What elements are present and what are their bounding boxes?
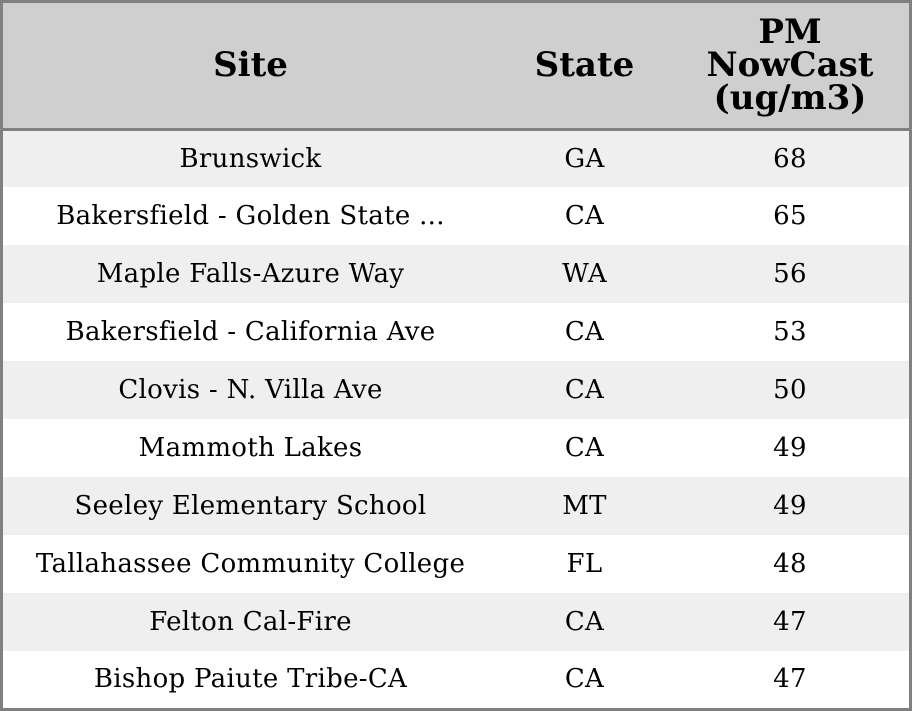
table-row: Seeley Elementary School MT 49 — [3, 477, 909, 535]
cell-pm: 49 — [773, 491, 807, 521]
cell-state: CA — [564, 375, 605, 405]
cell-pm: 68 — [773, 143, 807, 174]
table-row: Bishop Paiute Tribe-CA CA 47 — [3, 651, 909, 707]
cell-pm: 47 — [773, 664, 807, 694]
cell-state: CA — [564, 607, 605, 637]
cell-state: CA — [564, 433, 605, 463]
cell-site: Brunswick — [179, 143, 322, 174]
pm-nowcast-table: Site State PM NowCast (ug/m3) Brunswick … — [3, 3, 909, 707]
cell-site: Bishop Paiute Tribe-CA — [93, 664, 408, 694]
column-header-pm-line-2: NowCast — [706, 44, 874, 85]
cell-pm: 50 — [773, 375, 807, 405]
cell-state: FL — [566, 549, 603, 579]
header-row: Site State PM NowCast (ug/m3) — [3, 3, 909, 131]
cell-state: WA — [562, 259, 607, 289]
cell-site: Bakersfield - California Ave — [65, 317, 436, 347]
table-row: Clovis - N. Villa Ave CA 50 — [3, 361, 909, 419]
cell-pm: 53 — [773, 317, 807, 347]
table-header: Site State PM NowCast (ug/m3) — [3, 3, 909, 131]
cell-pm: 47 — [773, 607, 807, 637]
cell-state: GA — [564, 143, 605, 174]
cell-site: Bakersfield - Golden State ... — [56, 201, 445, 231]
cell-pm: 56 — [773, 259, 807, 289]
cell-state: CA — [564, 201, 605, 231]
table-row: Bakersfield - Golden State ... CA 65 — [3, 187, 909, 245]
table-row: Felton Cal-Fire CA 47 — [3, 593, 909, 651]
column-header-pm-line-3: (ug/m3) — [713, 77, 867, 118]
column-header-state: State — [498, 3, 671, 131]
cell-site: Mammoth Lakes — [138, 433, 363, 463]
cell-state: CA — [564, 664, 605, 694]
table-row: Brunswick GA 68 — [3, 129, 909, 187]
table-row: Bakersfield - California Ave CA 53 — [3, 303, 909, 361]
cell-site: Felton Cal-Fire — [149, 607, 352, 637]
cell-pm: 65 — [773, 201, 807, 231]
table-row: Maple Falls-Azure Way WA 56 — [3, 245, 909, 303]
cell-site: Maple Falls-Azure Way — [96, 259, 405, 289]
table-row: Tallahassee Community College FL 48 — [3, 535, 909, 593]
cell-site: Seeley Elementary School — [74, 491, 427, 521]
cell-state: MT — [562, 491, 607, 521]
cell-site: Tallahassee Community College — [35, 549, 466, 579]
column-header-pm-nowcast: PM NowCast (ug/m3) — [671, 3, 909, 131]
cell-site: Clovis - N. Villa Ave — [118, 375, 383, 405]
cell-pm: 49 — [773, 433, 807, 463]
column-header-site: Site — [3, 3, 498, 131]
cell-state: CA — [564, 317, 605, 347]
cell-pm: 48 — [773, 549, 807, 579]
table-row: Mammoth Lakes CA 49 — [3, 419, 909, 477]
table-body: Brunswick GA 68 Bakersfield - Golden Sta… — [3, 129, 909, 707]
column-header-pm-line-1: PM — [758, 11, 822, 52]
